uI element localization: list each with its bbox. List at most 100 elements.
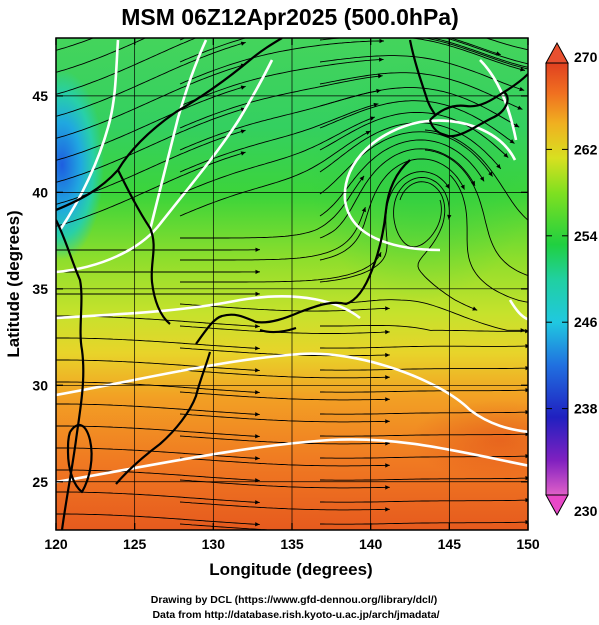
streamline (56, 359, 260, 371)
chart-title: MSM 06Z12Apr2025 (500.0hPa) (121, 4, 459, 30)
streamline-arrow (62, 24, 67, 28)
streamline-arrow (231, 543, 236, 547)
colorbar-gradient (545, 62, 569, 496)
streamlines (50, 24, 542, 547)
coastline (195, 159, 411, 345)
streamline (393, 177, 450, 248)
cold-pocket (56, 70, 104, 260)
streamline (319, 158, 465, 261)
streamline (319, 131, 493, 195)
streamline-arrow (385, 397, 390, 402)
y-tick-label: 35 (32, 281, 48, 297)
streamline-arrow (240, 129, 246, 134)
grid-lines (56, 38, 528, 530)
streamline (180, 175, 365, 239)
streamline-arrow (488, 171, 493, 177)
colorbar-tick-label: 254 (574, 228, 598, 244)
x-tick-label: 145 (438, 536, 462, 552)
streamline (56, 38, 147, 73)
streamline (424, 149, 528, 277)
streamline-arrow (537, 69, 542, 73)
streamline (56, 337, 260, 349)
streamline-arrow (369, 116, 375, 121)
streamline (430, 38, 528, 68)
streamline-arrow (377, 74, 383, 79)
contour-line (508, 299, 528, 321)
streamline (320, 325, 528, 332)
streamline (320, 477, 528, 481)
x-tick-label: 130 (202, 536, 226, 552)
streamline-arrow (520, 67, 525, 72)
coastline (66, 423, 93, 494)
streamline (399, 181, 478, 311)
streamline (320, 499, 528, 503)
streamline-arrow (470, 180, 475, 186)
streamline-arrow (517, 105, 523, 110)
streamline (422, 38, 528, 70)
streamline (319, 55, 525, 91)
streamline (179, 75, 383, 129)
streamline (179, 40, 384, 85)
coastline (503, 73, 528, 93)
contour-line (56, 438, 528, 484)
streamline (319, 171, 450, 283)
streamline (179, 479, 390, 489)
streamline (56, 491, 260, 503)
x-tick-label: 150 (516, 536, 540, 552)
streamline-arrow (377, 252, 382, 258)
streamline (520, 34, 541, 38)
streamline-arrow (255, 368, 260, 373)
streamline (56, 129, 246, 205)
streamline-arrow (514, 123, 520, 128)
streamline (180, 252, 382, 283)
streamline (179, 116, 376, 195)
streamline-arrow (365, 130, 371, 135)
streamline-arrow (93, 24, 98, 28)
credit-drawing: Drawing by DCL (https://www.gfd-dennou.o… (151, 594, 437, 606)
coastline (428, 90, 509, 138)
streamline (56, 151, 246, 227)
streamline (56, 403, 260, 415)
streamline (320, 455, 528, 459)
streamline-arrow (537, 67, 542, 71)
streamline-arrow (460, 184, 465, 190)
contour-line (148, 39, 208, 231)
streamline (319, 111, 509, 158)
coastline (56, 219, 85, 530)
colorbar-tick-label: 270 (574, 49, 598, 65)
streamline-arrow (537, 49, 542, 53)
x-axis-label: Longitude (degrees) (209, 560, 372, 579)
colorbar-ticks: 270 262 254 246 238 230 (546, 49, 598, 519)
streamline-arrow (255, 390, 260, 395)
streamline-arrow (385, 375, 390, 380)
streamline (320, 389, 528, 393)
streamline-arrow (479, 176, 485, 182)
streamline (320, 411, 528, 415)
streamline-arrow (385, 306, 390, 311)
streamline-arrow (378, 57, 384, 62)
streamline (320, 521, 528, 525)
streamline-arrow (255, 412, 260, 417)
y-tick-label: 45 (32, 88, 48, 104)
streamline (50, 25, 67, 30)
streamline (56, 107, 246, 183)
streamline-arrow (240, 85, 246, 90)
streamline-arrow (255, 247, 260, 252)
streamline-arrow (385, 352, 390, 358)
streamline (56, 469, 260, 481)
streamline-arrow (472, 306, 478, 311)
colorbar-tick-label: 230 (574, 503, 598, 519)
streamline (449, 174, 528, 303)
streamline (449, 38, 501, 56)
x-tick-label: 120 (44, 536, 68, 552)
contour-line (58, 39, 120, 231)
x-tick-label: 135 (280, 536, 304, 552)
streamline-arrow (519, 86, 525, 92)
coastline (259, 326, 297, 334)
x-tick-label: 125 (123, 536, 147, 552)
coastline (117, 169, 171, 325)
streamline-arrow (240, 41, 246, 46)
plot-area (50, 24, 542, 547)
streamline-arrow (255, 269, 260, 275)
